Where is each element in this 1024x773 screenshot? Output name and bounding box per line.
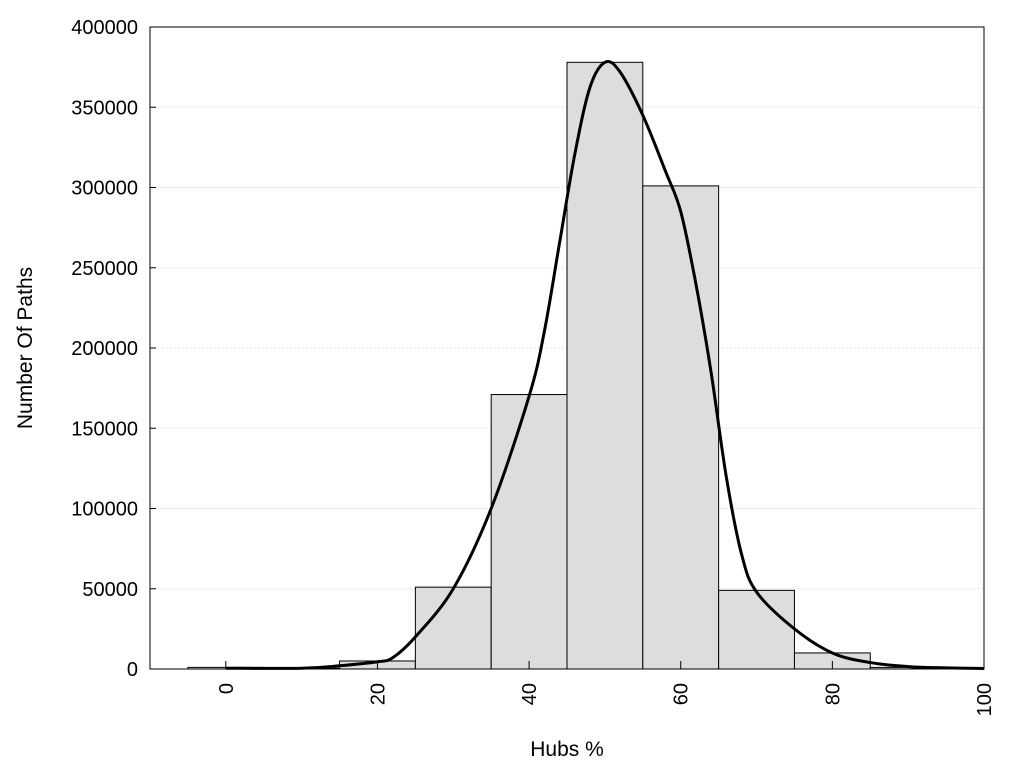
x-tick-label: 100	[974, 683, 996, 716]
histogram-bar	[567, 62, 643, 669]
y-tick-label: 0	[127, 659, 138, 681]
y-tick-label: 150000	[71, 418, 138, 440]
histogram-bar	[643, 186, 719, 669]
histogram-bar	[719, 590, 795, 669]
histogram-bar	[491, 395, 567, 669]
x-tick-label: 40	[519, 683, 541, 705]
x-axis-title: Hubs %	[530, 738, 604, 761]
histogram-bars	[188, 62, 984, 669]
y-axis-title: Number Of Paths	[14, 267, 37, 429]
y-tick-label: 300000	[71, 178, 138, 200]
histogram-bar	[415, 587, 491, 669]
x-tick-label: 60	[671, 683, 693, 705]
y-tick-label: 50000	[82, 579, 138, 601]
x-tick-label: 80	[822, 683, 844, 705]
y-tick-label: 250000	[71, 258, 138, 280]
y-tick-label: 100000	[71, 499, 138, 521]
y-tick-label: 400000	[71, 17, 138, 39]
x-tick-label: 20	[367, 683, 389, 705]
y-tick-label: 200000	[71, 338, 138, 360]
y-tick-label: 350000	[71, 97, 138, 119]
x-tick-label: 0	[216, 683, 238, 694]
